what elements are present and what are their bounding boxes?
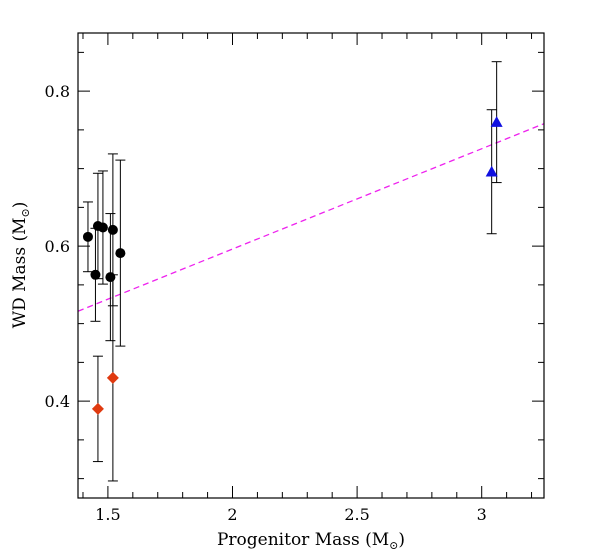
data-point-circle (107, 224, 118, 235)
data-point-triangle (485, 165, 498, 177)
data-point-diamond (106, 371, 119, 384)
y-tick-label: 0.6 (45, 237, 70, 256)
data-point-circle (115, 248, 126, 259)
data-point-circle (97, 222, 108, 233)
y-axis-title: WD Mass (M⊙) (10, 202, 32, 329)
plot-marks (77, 61, 545, 482)
plot-frame (77, 32, 545, 499)
data-point-diamond (91, 402, 104, 415)
x-tick-label: 3 (477, 505, 487, 524)
data-point-circle (82, 231, 93, 242)
data-point-circle (90, 269, 101, 280)
x-tick-label: 2 (227, 505, 237, 524)
x-axis: 1.5 2 2.5 3 (82, 33, 533, 524)
data-point-circle (105, 272, 116, 283)
x-axis-title: Progenitor Mass (M⊙) (217, 530, 405, 552)
y-tick-label: 0.4 (45, 392, 70, 411)
x-tick-label: 2.5 (344, 505, 369, 524)
data-point-triangle (490, 116, 503, 127)
y-axis: 0.4 0.6 0.8 (45, 51, 544, 480)
y-tick-label: 0.8 (45, 82, 70, 101)
fit-line (77, 123, 545, 312)
x-tick-label: 1.5 (95, 505, 120, 524)
